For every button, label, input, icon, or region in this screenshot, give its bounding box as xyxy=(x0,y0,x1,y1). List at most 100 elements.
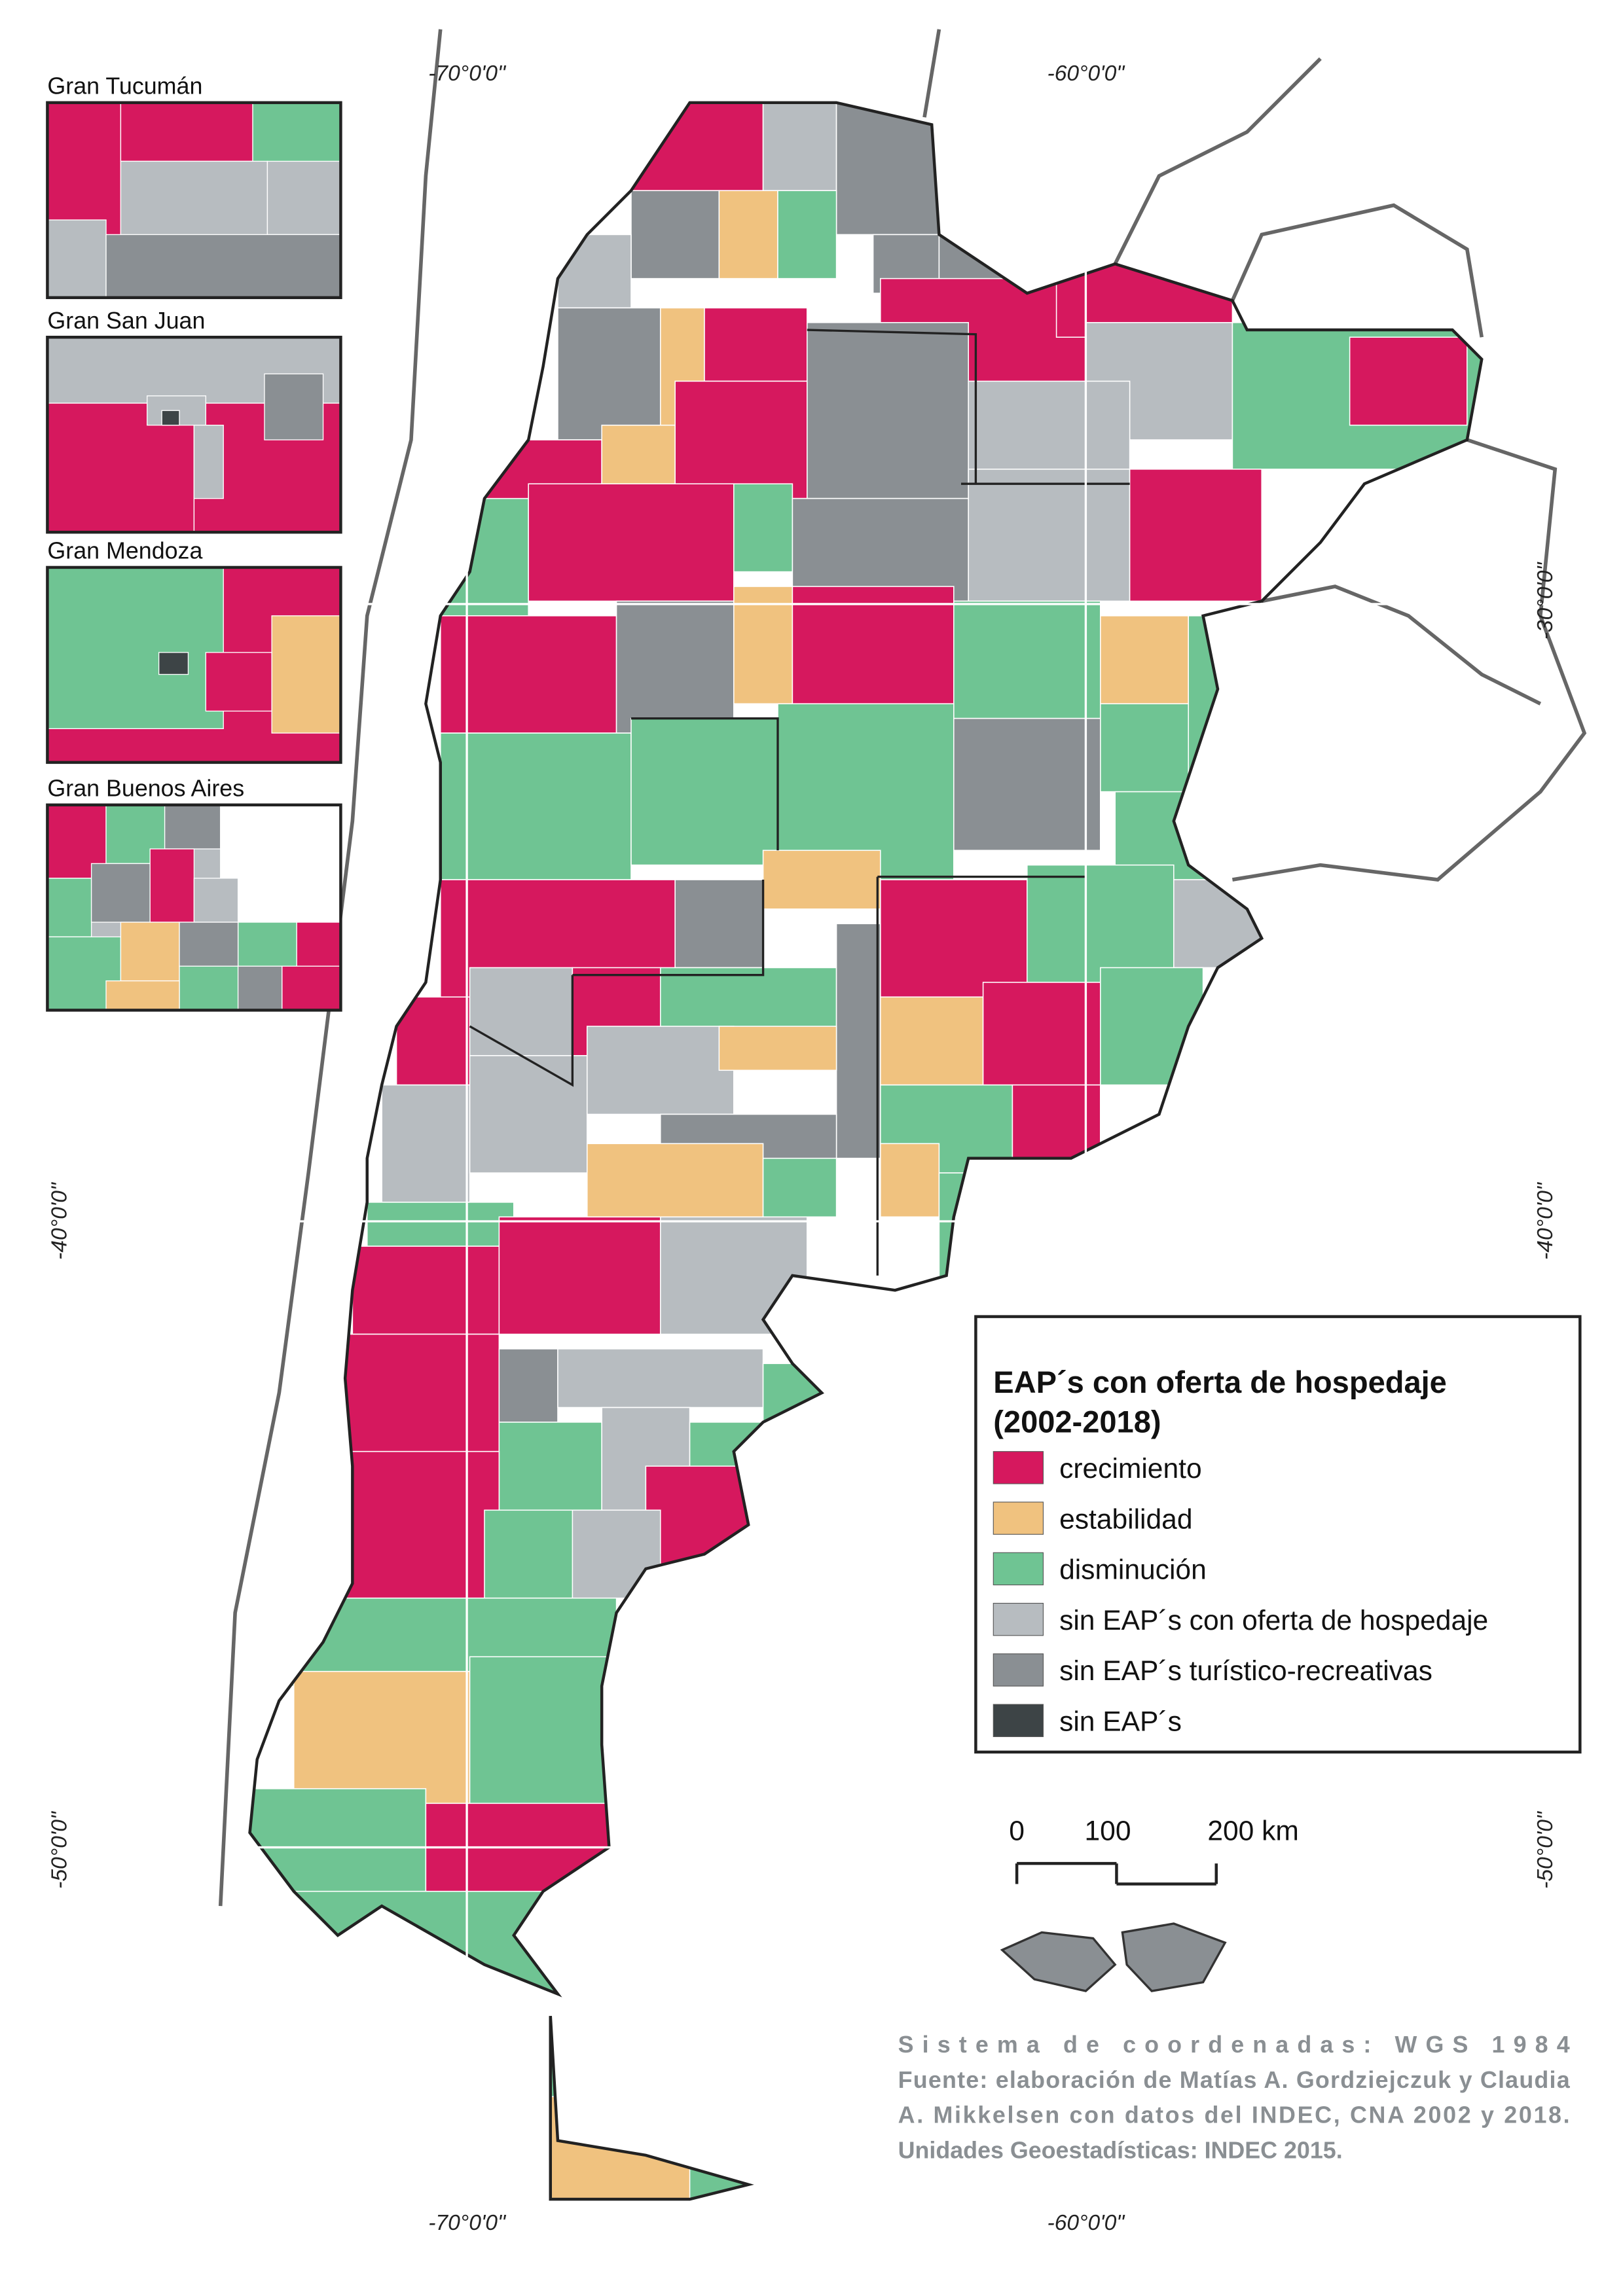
region xyxy=(718,190,778,279)
region xyxy=(439,732,632,880)
region xyxy=(1188,615,1233,793)
province-line xyxy=(469,329,1130,1276)
inset-frame xyxy=(46,101,342,299)
province-lines xyxy=(469,329,1130,1276)
region xyxy=(953,600,1101,719)
legend-swatch xyxy=(993,1653,1044,1687)
region xyxy=(586,1026,735,1115)
source-line: Fuente: elaboración de Matías A. Gordzie… xyxy=(898,2067,1571,2093)
region xyxy=(557,307,661,440)
region xyxy=(1129,469,1262,602)
inset-region xyxy=(237,922,297,967)
graticule-label: -70°0'0" xyxy=(428,2211,507,2235)
inset-frame xyxy=(46,335,342,534)
source-note: Sistema de coordenadas: WGS 1984 Fuente: … xyxy=(898,2032,1571,2163)
region xyxy=(762,102,837,191)
legend-swatch xyxy=(993,1602,1044,1636)
region xyxy=(968,380,1131,485)
legend: EAP´s con oferta de hospedaje (2002-2018… xyxy=(974,1315,1582,1754)
region xyxy=(674,380,808,499)
region xyxy=(1349,336,1468,426)
inset-title: Gran Tucumán xyxy=(47,73,202,99)
legend-swatch xyxy=(993,1552,1044,1586)
inset-title: Gran Mendoza xyxy=(47,537,202,564)
inset-frame xyxy=(46,565,342,764)
graticule xyxy=(249,102,1556,2200)
region xyxy=(704,307,808,382)
graticule-label: -50°0'0" xyxy=(1533,1810,1558,1889)
inset-region xyxy=(46,567,224,730)
region xyxy=(880,879,1028,998)
inset-region xyxy=(120,102,253,162)
region xyxy=(806,322,969,499)
graticule-label: -50°0'0" xyxy=(48,1810,72,1889)
region xyxy=(1173,879,1262,969)
inset-region xyxy=(161,410,180,426)
region xyxy=(542,2096,778,2200)
inset-region xyxy=(266,160,342,236)
legend-label: estabilidad xyxy=(1059,1503,1192,1535)
region xyxy=(880,1143,940,1218)
inset-region xyxy=(271,615,342,734)
region xyxy=(469,967,574,1056)
inset-region xyxy=(46,219,107,298)
inset-region xyxy=(179,965,239,1011)
region xyxy=(293,1670,471,1804)
graticule-label: -60°0'0" xyxy=(1048,2211,1126,2235)
region xyxy=(1027,864,1175,983)
region xyxy=(337,1333,500,1452)
graticule-label: -40°0'0" xyxy=(1533,1181,1558,1260)
region xyxy=(835,102,940,236)
region xyxy=(777,190,837,279)
inset-title: Gran Buenos Aires xyxy=(47,775,244,801)
region xyxy=(659,1216,808,1335)
region xyxy=(1100,703,1189,793)
inset-region xyxy=(264,373,324,440)
region xyxy=(557,1348,764,1408)
inset-title: Gran San Juan xyxy=(47,308,205,334)
legend-box xyxy=(974,1315,1582,1754)
scale-label: 100 xyxy=(1085,1815,1131,1846)
source-line: Unidades Geoestadísticas: INDEC 2015. xyxy=(898,2137,1343,2163)
graticule-label: -40°0'0" xyxy=(48,1181,72,1260)
scale-label: 200 km xyxy=(1207,1815,1299,1846)
legend-label: crecimiento xyxy=(1059,1453,1202,1484)
island xyxy=(1121,1922,1227,1992)
inset-frame xyxy=(46,803,342,1012)
region xyxy=(630,717,778,866)
legend-label: sin EAP´s turístico-recreativas xyxy=(1059,1655,1432,1687)
region xyxy=(1012,1084,1101,1174)
region xyxy=(792,497,969,602)
region xyxy=(542,2008,691,2098)
malvinas xyxy=(1000,1922,1227,1992)
region xyxy=(792,586,955,705)
inset-region xyxy=(149,848,195,923)
region xyxy=(249,1788,427,1892)
region xyxy=(469,1656,617,1804)
legend-swatch xyxy=(993,1704,1044,1737)
region xyxy=(337,1450,500,1599)
inset-region xyxy=(46,878,92,938)
source-line: Sistema de coordenadas: WGS 1984 xyxy=(898,2032,1570,2058)
region xyxy=(630,102,764,191)
graticule-label: -60°0'0" xyxy=(1048,62,1126,86)
region xyxy=(835,923,881,1159)
region xyxy=(674,879,764,969)
insets: Gran Tucumán Gran San Juan Gran Mendoza Gra… xyxy=(46,73,342,1012)
inset-region xyxy=(164,804,224,850)
legend-swatch xyxy=(993,1501,1044,1535)
region xyxy=(689,2081,764,2200)
region xyxy=(498,1348,558,1423)
inset-region xyxy=(179,922,239,967)
inset-region xyxy=(296,922,342,967)
legend-title: (2002-2018) xyxy=(993,1405,1161,1439)
region xyxy=(381,1084,471,1203)
neighbor-lines xyxy=(922,29,1587,882)
inset-region xyxy=(205,652,272,712)
region xyxy=(439,615,617,734)
region xyxy=(762,850,881,910)
inset-region xyxy=(120,922,180,982)
region xyxy=(586,1143,764,1218)
region xyxy=(968,469,1131,602)
